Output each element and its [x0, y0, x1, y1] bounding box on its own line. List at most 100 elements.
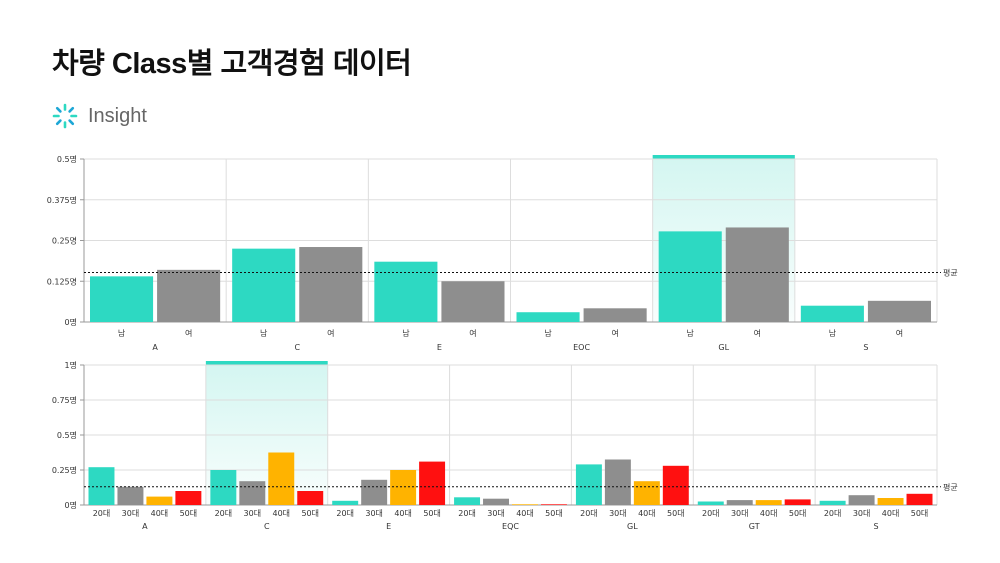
group-label: A: [142, 522, 148, 530]
bar-A-30대: [117, 486, 144, 505]
x-tick-label: 여: [327, 328, 334, 338]
x-tick-label: 여: [754, 328, 761, 338]
x-tick-label: 20대: [702, 509, 720, 518]
x-tick-label: 여: [185, 328, 192, 338]
bar-EQC-30대: [483, 498, 509, 505]
x-tick-label: 50대: [180, 509, 198, 518]
y-tick-label: 0.5명: [57, 430, 77, 440]
bar-S-남: [800, 305, 864, 322]
insight-header: Insight: [52, 102, 147, 130]
group-label: E: [386, 522, 391, 530]
bar-GL-50대: [662, 465, 689, 505]
average-label: 평균: [943, 267, 958, 277]
bar-EQC-20대: [454, 497, 481, 505]
x-tick-label: 20대: [580, 509, 598, 518]
x-tick-label: 50대: [789, 509, 807, 518]
bar-E-20대: [332, 500, 359, 505]
y-tick-label: 0.375명: [47, 195, 77, 205]
x-tick-label: 20대: [458, 509, 476, 518]
group-label: S: [874, 522, 879, 530]
group-label: E: [437, 343, 442, 350]
group-label: GL: [718, 343, 729, 350]
insight-label: Insight: [88, 104, 147, 127]
y-tick-label: 0.125명: [47, 276, 77, 286]
y-tick-label: 1명: [65, 360, 77, 370]
bar-C-40대: [268, 452, 295, 505]
x-tick-label: 남: [687, 329, 695, 338]
y-tick-label: 0.5명: [57, 154, 77, 164]
x-tick-label: 30대: [731, 509, 749, 518]
bar-C-30대: [239, 481, 266, 505]
x-tick-label: 40대: [760, 509, 778, 518]
x-tick-label: 여: [896, 328, 903, 338]
x-tick-label: 30대: [609, 509, 627, 518]
bar-S-50대: [906, 493, 933, 505]
x-tick-label: 남: [118, 329, 126, 338]
bar-E-30대: [361, 479, 388, 505]
bar-GT-50대: [784, 499, 811, 505]
gender-bar-chart: 0명 0.125명 0.25명 0.375명 0.5명남 여 A 남 여 C 남 여 E 남 여 EQC 남 여 G…: [47, 154, 958, 350]
bar-A-50대: [175, 491, 202, 505]
x-tick-label: 20대: [824, 509, 842, 518]
bar-EQC-여: [583, 308, 647, 322]
x-tick-label: 40대: [516, 509, 534, 518]
x-tick-label: 50대: [911, 509, 929, 518]
bar-A-20대: [88, 467, 115, 505]
x-tick-label: 40대: [151, 509, 169, 518]
group-label: EQC: [573, 343, 590, 350]
bar-EQC-50대: [540, 504, 567, 505]
y-tick-label: 0.25명: [52, 236, 77, 246]
x-tick-label: 40대: [394, 509, 412, 518]
bar-S-30대: [848, 495, 875, 505]
highlight-top-bar: [205, 361, 328, 365]
x-tick-label: 50대: [545, 509, 563, 518]
bar-EQC-남: [516, 312, 580, 322]
bar-S-40대: [877, 498, 904, 505]
y-tick-label: 0.25명: [52, 465, 77, 475]
bar-GL-20대: [575, 464, 602, 505]
x-tick-label: 30대: [853, 509, 871, 518]
bar-A-여: [157, 269, 221, 322]
x-tick-label: 여: [611, 328, 618, 338]
bar-GL-30대: [604, 459, 631, 505]
bar-E-여: [441, 281, 505, 322]
bar-GL-40대: [633, 481, 660, 505]
x-tick-label: 40대: [272, 509, 290, 518]
average-label: 평균: [943, 482, 958, 492]
bar-C-50대: [297, 491, 324, 505]
group-label: C: [294, 343, 300, 350]
x-tick-label: 20대: [93, 509, 111, 518]
group-label: S: [863, 343, 868, 350]
x-tick-label: 남: [260, 329, 268, 338]
x-tick-label: 남: [402, 329, 410, 338]
group-label: A: [152, 343, 158, 350]
group-label: GL: [627, 522, 638, 530]
bar-A-40대: [146, 496, 173, 505]
group-label: C: [264, 522, 270, 530]
bar-EQC-40대: [512, 504, 538, 505]
bar-GL-여: [725, 227, 789, 322]
y-tick-label: 0.75명: [52, 395, 77, 405]
bar-S-20대: [819, 500, 846, 505]
loading-spinner-icon: [52, 103, 78, 129]
x-tick-label: 50대: [301, 509, 319, 518]
bar-A-남: [90, 276, 154, 322]
y-tick-label: 0명: [65, 500, 77, 510]
page-title: 차량 Class별 고객경험 데이터: [52, 48, 412, 80]
group-label: EQC: [502, 522, 519, 530]
bar-E-50대: [419, 461, 446, 505]
x-tick-label: 여: [469, 328, 476, 338]
x-tick-label: 40대: [638, 509, 656, 518]
bar-C-20대: [210, 470, 237, 505]
bar-E-40대: [390, 470, 417, 505]
bar-GT-40대: [755, 500, 782, 505]
x-tick-label: 20대: [336, 509, 354, 518]
x-tick-label: 30대: [244, 509, 262, 518]
x-tick-label: 30대: [122, 509, 140, 518]
x-tick-label: 남: [544, 329, 552, 338]
x-tick-label: 50대: [667, 509, 685, 518]
x-tick-label: 남: [829, 329, 837, 338]
x-tick-label: 50대: [423, 509, 441, 518]
bar-GL-남: [658, 231, 722, 322]
bar-GT-20대: [697, 501, 724, 505]
